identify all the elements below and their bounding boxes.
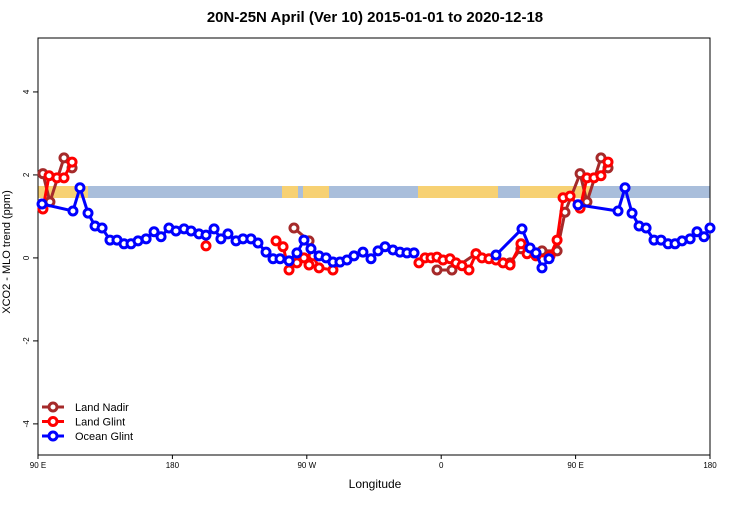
data-point — [612, 205, 624, 217]
data-point — [274, 253, 286, 265]
data-point — [516, 223, 528, 235]
data-point — [543, 253, 555, 265]
x-tick-label: 0 — [439, 461, 444, 470]
data-point — [365, 253, 377, 265]
data-point — [298, 252, 310, 264]
data-point — [283, 255, 295, 267]
ocean-strip — [38, 186, 710, 198]
data-point — [155, 231, 167, 243]
legend-marker — [47, 401, 59, 413]
data-point — [200, 240, 212, 252]
data-point — [431, 264, 443, 276]
data-point — [691, 226, 703, 238]
y-tick-label: 0 — [22, 255, 31, 260]
plot-frame — [37, 37, 711, 456]
data-point — [58, 172, 70, 184]
data-point — [74, 182, 86, 194]
data-point — [313, 262, 325, 274]
data-point — [595, 170, 607, 182]
land-strip — [520, 186, 590, 198]
data-point — [305, 243, 317, 255]
data-point — [215, 233, 227, 245]
data-point — [626, 207, 638, 219]
data-point — [283, 264, 295, 276]
data-point — [140, 233, 152, 245]
data-point — [530, 247, 542, 259]
legend: Land Nadir Land Glint Ocean Glint — [42, 401, 133, 443]
legend-marker — [47, 416, 59, 427]
data-point — [698, 231, 710, 243]
y-tick-label: -2 — [22, 337, 31, 345]
y-tick-label: -4 — [22, 420, 31, 428]
legend-label: Ocean Glint — [75, 431, 133, 443]
data-point — [270, 235, 282, 247]
data-point — [277, 241, 289, 253]
data-point — [602, 156, 614, 168]
y-tick-label: 4 — [22, 89, 31, 94]
data-point — [515, 238, 527, 250]
series — [36, 182, 716, 274]
x-tick-label: 90 W — [297, 461, 316, 470]
chart-title: 20N-25N April (Ver 10) 2015-01-01 to 202… — [207, 9, 543, 26]
x-tick-label: 90 E — [30, 461, 46, 470]
x-tick-label: 90 E — [567, 461, 583, 470]
data-point — [640, 222, 652, 234]
data-point — [148, 226, 160, 238]
data-point — [67, 205, 79, 217]
x-tick-label: 180 — [703, 461, 717, 470]
data-point — [684, 233, 696, 245]
data-point — [291, 247, 303, 259]
x-axis-label: Longitude — [349, 477, 402, 491]
land-strip — [282, 186, 298, 198]
data-point — [96, 222, 108, 234]
data-point — [348, 250, 360, 262]
data-point — [298, 234, 310, 246]
data-point — [260, 246, 272, 258]
data-point — [704, 222, 716, 234]
data-point — [303, 259, 315, 271]
data-point — [490, 249, 502, 261]
legend-marker — [47, 430, 59, 442]
legend-label: Land Glint — [75, 417, 125, 429]
data-point — [551, 234, 563, 246]
x-tick-label: 180 — [166, 461, 180, 470]
data-point — [504, 259, 516, 271]
data-point — [208, 223, 220, 235]
data-point — [619, 182, 631, 194]
data-point — [564, 190, 576, 202]
data-point — [58, 152, 70, 164]
y-axis-label: XCO2 - MLO trend (ppm) — [1, 190, 13, 313]
data-point — [536, 262, 548, 274]
land-strip — [303, 186, 329, 198]
data-point — [200, 229, 212, 241]
map-strip — [38, 186, 710, 198]
data-point — [463, 264, 475, 276]
data-point — [66, 156, 78, 168]
data-point — [357, 246, 369, 258]
data-point — [36, 198, 48, 210]
data-point — [82, 207, 94, 219]
y-tick-label: 2 — [22, 172, 31, 177]
data-point — [288, 222, 300, 234]
data-point — [572, 199, 584, 211]
land-strip — [418, 186, 498, 198]
data-point — [408, 247, 420, 259]
data-point — [252, 237, 264, 249]
data-point — [222, 228, 234, 240]
legend-label: Land Nadir — [75, 402, 129, 414]
